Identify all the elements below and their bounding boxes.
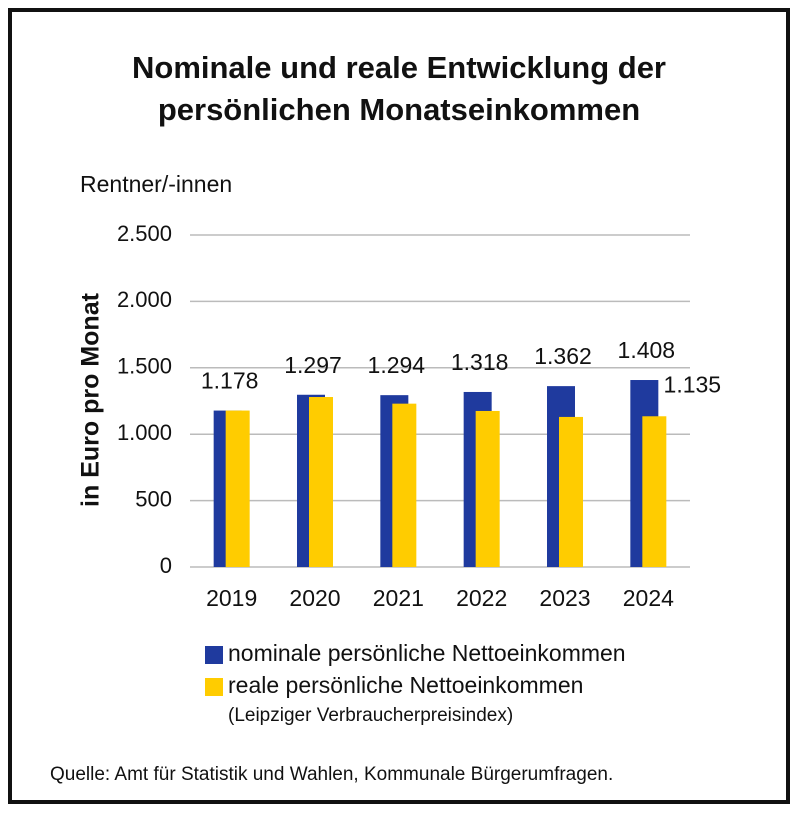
- bar: [392, 403, 417, 567]
- y-tick-label: 2.000: [117, 287, 172, 312]
- value-label: 1.135: [664, 371, 722, 397]
- value-label: 1.297: [284, 352, 342, 378]
- x-tick-label: 2023: [539, 585, 590, 611]
- legend-swatch: [205, 646, 223, 664]
- legend-swatch: [205, 678, 223, 696]
- chart-title: Nominale und reale Entwicklung der: [132, 50, 666, 85]
- bar: [225, 410, 250, 567]
- y-tick-label: 1.500: [117, 354, 172, 379]
- bar: [309, 397, 333, 567]
- value-label: 1.178: [201, 368, 259, 394]
- legend-note: (Leipziger Verbraucherpreisindex): [228, 705, 513, 726]
- source: Quelle: Amt für Statistik und Wahlen, Ko…: [50, 764, 613, 785]
- legend-label: nominale persönliche Nettoeinkommen: [228, 640, 626, 666]
- y-tick-label: 1.000: [117, 420, 172, 445]
- legend-label: reale persönliche Nettoeinkommen: [228, 672, 583, 698]
- x-tick-label: 2020: [289, 585, 340, 611]
- value-label: 1.294: [368, 352, 426, 378]
- y-tick-label: 0: [160, 553, 172, 578]
- bar: [475, 410, 500, 567]
- x-tick-label: 2024: [623, 585, 674, 611]
- x-tick-label: 2021: [373, 585, 424, 611]
- y-tick-label: 500: [135, 486, 172, 511]
- y-axis-label: in Euro pro Monat: [77, 292, 105, 507]
- bar: [642, 416, 667, 567]
- bar: [559, 416, 583, 567]
- value-label: 1.362: [534, 343, 592, 369]
- x-tick-label: 2019: [206, 585, 257, 611]
- value-label: 1.318: [451, 349, 509, 375]
- chart-title: persönlichen Monatseinkommen: [158, 92, 640, 127]
- x-tick-label: 2022: [456, 585, 507, 611]
- value-label: 1.408: [618, 337, 676, 363]
- y-tick-label: 2.500: [117, 221, 172, 246]
- subtitle: Rentner/-innen: [80, 171, 232, 197]
